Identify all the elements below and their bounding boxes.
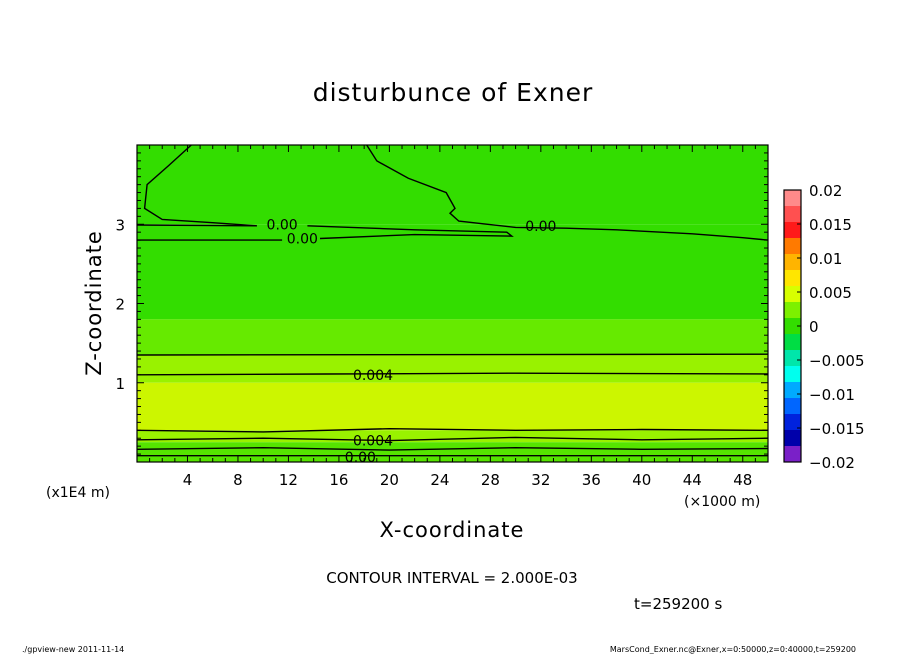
colorbar-tick-label: 0 (809, 318, 819, 336)
x-tick-label: 24 (430, 471, 449, 489)
contour-label: 0.00 (267, 217, 298, 233)
x-tick-label: 4 (183, 471, 193, 489)
contour-band (137, 430, 768, 443)
contour-line (137, 427, 768, 433)
contour-band (137, 355, 768, 383)
contour-line-0 (143, 145, 257, 227)
colorbar-swatch (784, 382, 801, 399)
contour-line-0 (137, 224, 257, 227)
contour-line-0 (366, 145, 768, 241)
colorbar-tick-label: 0.015 (809, 216, 852, 234)
contour-label: 0.00 (345, 450, 376, 466)
contour-band (137, 224, 768, 320)
contour-line (137, 353, 768, 356)
contour-band (137, 145, 768, 225)
x-tick-label: 16 (329, 471, 348, 489)
contour-label: 0.00 (287, 232, 318, 248)
contour-band (137, 442, 768, 462)
colorbar-tick-label: 0.02 (809, 182, 842, 200)
contour-label: 0.004 (353, 368, 393, 384)
y-axis-label: Z-coordinate (82, 230, 106, 376)
contour-line-004 (137, 436, 768, 442)
y-tick-label: 3 (115, 216, 125, 234)
colorbar-swatch (784, 206, 801, 223)
y-tick-label: 1 (115, 375, 125, 393)
colorbar-swatch (784, 190, 801, 207)
footer-left: ./gpview-new 2011-11-14 (22, 645, 124, 654)
x-tick-label: 36 (582, 471, 601, 489)
x-tick-label: 48 (733, 471, 752, 489)
colorbar-tick-label: −0.02 (809, 454, 855, 472)
colorbar-swatch (784, 318, 801, 335)
x-tick-label: 44 (683, 471, 702, 489)
colorbar-swatch (784, 366, 801, 383)
x-tick-label: 40 (632, 471, 651, 489)
x-tick-label: 32 (531, 471, 550, 489)
colorbar-swatch (784, 398, 801, 415)
y-tick-label: 2 (115, 296, 125, 314)
x-tick-label: 20 (380, 471, 399, 489)
colorbar-swatch (784, 430, 801, 447)
colorbar-swatch (784, 270, 801, 287)
contour-fill-bands (137, 145, 768, 462)
colorbar-tick-label: 0.005 (809, 284, 852, 302)
contour-line-0 (307, 225, 514, 240)
colorbar-tick-label: −0.01 (809, 386, 855, 404)
contour-label: 0.004 (353, 434, 393, 450)
contour-label: 0.00 (525, 219, 556, 235)
y-unit-label: (x1E4 m) (46, 485, 110, 501)
footer-right: MarsCond_Exner.nc@Exner,x=0:50000,z=0:40… (610, 645, 856, 654)
colorbar-swatch (784, 302, 801, 319)
colorbar-tick-label: −0.015 (809, 420, 865, 438)
y-axis-ticks: 1 2 3 (115, 152, 768, 455)
time-stamp: t=259200 s (634, 595, 722, 613)
colorbar-swatch (784, 222, 801, 239)
colorbar: 0.02 0.015 0.01 0.005 0 −0.005 −0.01 −0.015 −0.0… (783, 182, 865, 472)
colorbar-swatch (784, 254, 801, 271)
colorbar-swatch (784, 334, 801, 351)
x-unit-label: (×1000 m) (684, 494, 760, 510)
colorbar-tick-label: −0.005 (809, 352, 865, 370)
colorbar-swatch (784, 238, 801, 255)
x-tick-label: 12 (279, 471, 298, 489)
colorbar-swatch (784, 414, 801, 431)
contour-line-004 (137, 372, 768, 376)
colorbar-tick-label: 0.01 (809, 250, 842, 268)
contour-interval-note: CONTOUR INTERVAL = 2.000E-03 (326, 569, 577, 587)
chart-title: disturbunce of Exner (313, 78, 594, 107)
contour-band (137, 382, 768, 431)
contour-line (137, 446, 768, 451)
x-tick-label: 8 (233, 471, 243, 489)
colorbar-swatch (784, 446, 801, 463)
x-tick-label: 28 (481, 471, 500, 489)
colorbar-swatch (784, 286, 801, 303)
contour-band (137, 319, 768, 356)
colorbar-swatch (784, 350, 801, 367)
x-axis-label: X-coordinate (380, 518, 525, 542)
x-axis-ticks: 4 8 12 16 20 24 28 32 36 40 44 48 (149, 145, 756, 489)
